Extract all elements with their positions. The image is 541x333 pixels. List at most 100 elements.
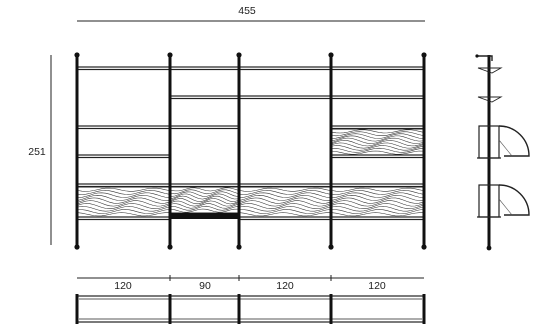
fabric-line — [331, 212, 423, 217]
fabric-line — [331, 197, 424, 204]
shelf — [76, 125, 171, 130]
fabric-line — [170, 200, 239, 207]
fabric-line — [331, 131, 424, 137]
shelf — [330, 66, 425, 71]
side-post-foot — [486, 245, 492, 251]
fabric-line — [331, 192, 424, 198]
shelf — [330, 154, 425, 159]
fabric-line — [77, 209, 170, 214]
post-cap — [421, 52, 427, 58]
shelf — [330, 183, 425, 188]
total-height-dimension: 251 — [28, 55, 52, 245]
fabric-line — [77, 190, 170, 195]
fabric-line — [239, 200, 331, 207]
fabric-line — [170, 191, 239, 197]
fabric-line — [331, 206, 424, 212]
post-cap — [167, 52, 173, 58]
fabric-line — [331, 209, 424, 214]
side-drawer-lower — [477, 184, 530, 218]
fabric-line — [239, 192, 331, 198]
fabric-line — [331, 140, 424, 147]
side-drawer-swing-arc — [498, 125, 530, 157]
fabric-line — [331, 142, 424, 149]
side-top-knob — [475, 54, 479, 58]
shelf — [330, 95, 425, 100]
bay-width-dimension: 120 90 120 120 — [77, 275, 424, 292]
shelf — [238, 216, 332, 221]
fabric-line — [170, 189, 239, 195]
post-foot — [236, 244, 242, 250]
shelf — [76, 183, 171, 188]
post-foot — [328, 244, 334, 250]
post-cap — [328, 52, 334, 58]
shelf — [169, 95, 240, 100]
fabric-line — [331, 187, 424, 192]
fabric-line — [77, 206, 170, 212]
fabric-line — [170, 198, 239, 205]
shelf — [76, 66, 171, 71]
fabric-line — [239, 212, 330, 217]
fabric-line — [77, 187, 170, 192]
shelf — [169, 183, 240, 188]
side-drawer-stay — [498, 139, 513, 157]
fabric-line — [77, 200, 170, 207]
fabric-line — [331, 133, 424, 139]
post-foot — [167, 244, 173, 250]
fabric-line — [77, 203, 170, 209]
fabric-line — [170, 195, 239, 202]
total-width-dimension: 455 — [77, 5, 425, 22]
bottom-drawer-row — [77, 186, 424, 218]
side-drawer-upper — [477, 125, 530, 159]
post-cap — [74, 52, 80, 58]
shelf — [238, 66, 332, 71]
fabric-line — [170, 205, 239, 211]
total-height-label: 251 — [28, 146, 46, 158]
fabric-line — [331, 190, 424, 195]
fabric-line — [331, 129, 424, 134]
side-top-bracket — [477, 55, 493, 61]
bay-3-width-label: 120 — [276, 280, 294, 292]
shelf — [76, 216, 171, 221]
fabric-line — [239, 190, 331, 195]
fabric-line — [77, 192, 170, 198]
fabric-line — [331, 137, 424, 144]
fabric-line — [331, 135, 424, 142]
fabric-line — [331, 200, 424, 207]
bay-2-width-label: 90 — [199, 280, 211, 292]
side-elevation — [475, 54, 530, 251]
fabric-line — [170, 193, 239, 200]
plan-view — [75, 294, 426, 324]
plan-outline — [76, 295, 425, 323]
post-foot — [74, 244, 80, 250]
fabric-line — [77, 212, 169, 217]
bay-4-width-label: 120 — [368, 280, 386, 292]
post-cap — [236, 52, 242, 58]
total-width-label: 455 — [238, 5, 256, 17]
right-bay-drawer — [331, 128, 424, 156]
shelf — [330, 216, 425, 221]
fabric-line — [77, 195, 170, 201]
posts — [74, 52, 427, 250]
fabric-line — [77, 197, 170, 204]
shelf — [76, 154, 171, 159]
fabric-line — [170, 208, 239, 213]
fabric-line — [331, 195, 424, 201]
fabric-line — [239, 206, 331, 212]
side-shelf-bracket — [477, 96, 503, 103]
fabric-line — [331, 203, 424, 209]
fabric-line — [331, 145, 424, 151]
shelf-heavy — [170, 213, 239, 219]
shelf — [238, 183, 332, 188]
fabric-line — [170, 203, 239, 209]
shelf — [238, 95, 332, 100]
fabric-line — [239, 197, 331, 204]
shelf — [169, 125, 240, 130]
post-foot — [421, 244, 427, 250]
side-drawer-swing-arc — [498, 184, 530, 216]
fabric-line — [239, 187, 331, 192]
bay-1-width-label: 120 — [114, 280, 132, 292]
fabric-line — [170, 187, 239, 192]
front-elevation — [74, 52, 427, 250]
shelf — [169, 66, 240, 71]
